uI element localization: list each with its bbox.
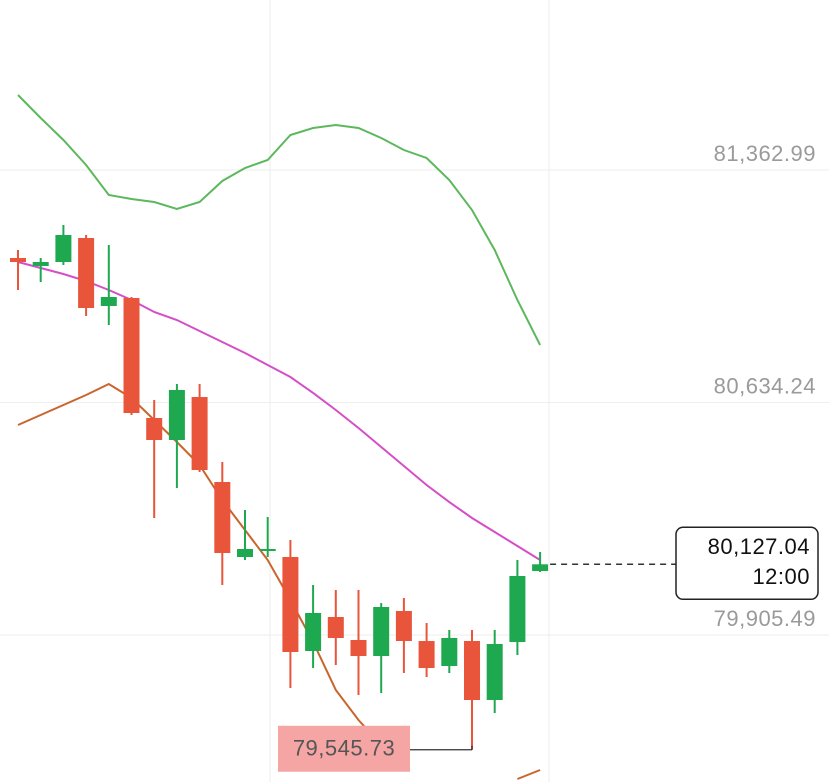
candle-body — [464, 641, 480, 701]
low-marker-label: 79,545.73 — [293, 736, 395, 761]
candle-body — [100, 296, 117, 306]
band-line — [17, 94, 541, 346]
candle-body — [191, 397, 208, 471]
candle-body — [146, 418, 163, 440]
countdown-label: 12:00 — [752, 564, 810, 589]
candle-body — [532, 564, 549, 571]
candle-body — [418, 641, 435, 669]
candle-body — [441, 637, 458, 666]
candle-body — [237, 549, 253, 558]
candle-body — [373, 607, 390, 657]
candle-body — [350, 639, 367, 657]
candle-body — [55, 235, 72, 262]
candle-body — [78, 238, 95, 309]
y-tick-label: 81,362.99 — [714, 141, 816, 166]
candle-body — [214, 482, 231, 553]
candle-body — [10, 258, 26, 262]
candle-body — [305, 613, 322, 652]
low-marker-box — [278, 725, 410, 772]
candle-body — [509, 575, 526, 643]
candle-body — [168, 389, 185, 440]
last-price-label: 80,127.04 — [708, 534, 810, 559]
candle-body — [282, 557, 299, 652]
candle-body — [395, 610, 412, 642]
candle-body — [32, 261, 49, 267]
candle-body — [123, 298, 140, 413]
y-tick-label: 79,905.49 — [714, 606, 816, 631]
band-line — [17, 261, 541, 561]
candle-body — [486, 644, 503, 701]
candle-body — [327, 616, 344, 638]
band-line — [17, 382, 541, 780]
y-tick-label: 80,634.24 — [714, 373, 816, 398]
last-price-box — [675, 526, 819, 601]
candle-body — [259, 549, 276, 552]
